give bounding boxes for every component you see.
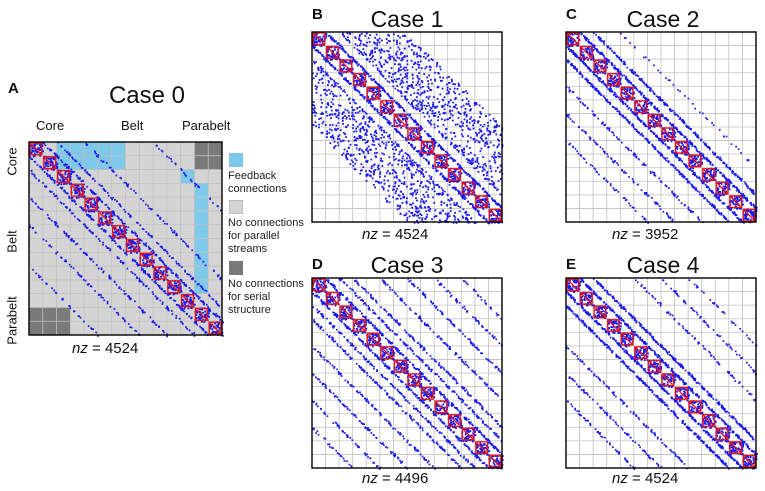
matrix-case-1 [311,31,504,225]
matrix-case-2 [565,31,758,224]
panel-title-c: Case 2 [626,6,700,32]
group-label-belt-top: Belt [121,118,144,133]
nz-label-c: nz = 3952 [612,226,679,243]
nz-label-e: nz = 4524 [612,470,679,487]
bracket-belt-side [16,185,29,297]
bracket-core-top [29,129,71,142]
bracket-core-side [16,141,29,183]
matrix-case-4 [565,277,758,470]
legend-swatch-serial [229,261,243,275]
matrix-case-0 [28,141,224,338]
matrix-case-3 [311,277,504,470]
legend-swatch-feedback [229,153,243,167]
nz-label-a: nz = 4524 [72,340,139,357]
panel-title-e: Case 4 [626,252,700,278]
bracket-belt-top [77,129,189,142]
group-label-parabelt-top: Parabelt [182,118,231,133]
panel-label-b: B [312,6,323,23]
legend-text-serial: No connections for serial structure [228,278,304,316]
legend-text-feedback: Feedback connections [228,170,287,195]
nz-label-b: nz = 4524 [362,226,429,243]
panel-label-e: E [566,256,577,273]
legend-text-parallel: No connections for parallel streams [228,217,304,255]
panel-label-c: C [566,6,577,23]
panel-title-a: Case 0 [108,82,186,109]
nz-label-d: nz = 4496 [362,470,429,487]
bracket-parabelt-side [16,299,29,333]
panel-title-d: Case 3 [370,252,444,278]
group-label-parabelt-side: Parabelt [4,296,20,345]
panel-label-a: A [8,80,19,97]
panel-title-b: Case 1 [370,6,444,32]
bracket-parabelt-top [189,129,223,142]
panel-label-d: D [312,256,323,273]
legend-swatch-parallel [229,200,243,214]
group-label-core-top: Core [36,118,65,133]
